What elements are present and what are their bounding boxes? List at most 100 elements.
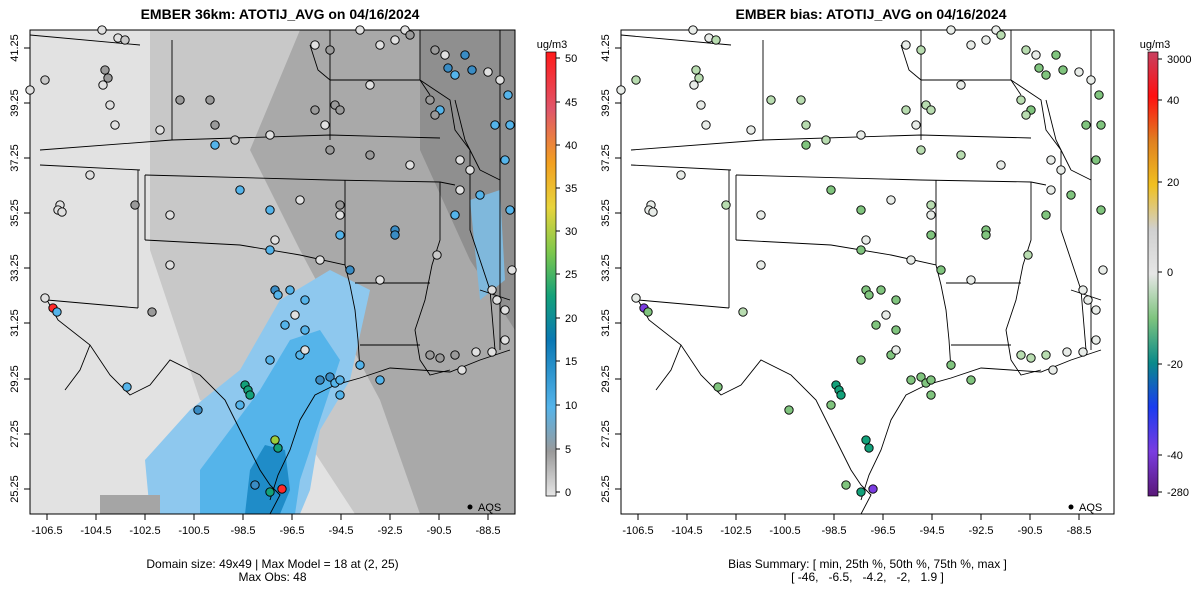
colorbar-tick-label: 40: [1167, 95, 1179, 107]
station-marker: [245, 390, 255, 400]
station-marker: [956, 150, 966, 160]
station-marker: [273, 443, 283, 453]
station-marker: [966, 275, 976, 285]
state-border-line: [1010, 359, 1042, 376]
station-marker: [1016, 350, 1026, 360]
aqs-legend-dot: [467, 504, 473, 510]
station-marker: [916, 372, 926, 382]
station-marker: [277, 484, 287, 494]
station-marker: [1041, 350, 1051, 360]
station-marker: [435, 353, 445, 363]
station-marker: [1091, 155, 1101, 165]
axes: -106.5 -104.5 -102.5 -100.5 -98.5 -96.5 -94.5 -…: [9, 34, 501, 537]
colorbar-tick-label: 40: [565, 140, 577, 152]
state-border-line: [637, 299, 872, 514]
field-blue-east: [470, 190, 505, 300]
y-tick-label: 25.25: [600, 475, 612, 503]
station-marker: [826, 185, 836, 195]
station-marker: [175, 95, 185, 105]
station-marker: [147, 307, 157, 317]
station-marker: [265, 487, 275, 497]
station-marker: [856, 487, 866, 497]
station-marker: [901, 40, 911, 50]
station-marker: [230, 135, 240, 145]
station-marker: [483, 67, 493, 77]
station-marker: [1086, 75, 1096, 85]
station-marker: [500, 305, 510, 315]
station-marker: [981, 230, 991, 240]
station-marker: [738, 307, 748, 317]
station-marker: [1091, 335, 1101, 345]
station-marker: [130, 200, 140, 210]
state-border-line: [144, 230, 346, 266]
station-marker: [320, 120, 330, 130]
station-marker: [1066, 190, 1076, 200]
colorbar-tick-label: 15: [565, 356, 577, 368]
state-border-line: [630, 134, 1032, 151]
station-marker: [1098, 265, 1108, 275]
state-border-line: [735, 230, 937, 266]
aqs-legend-label: AQS: [478, 502, 501, 514]
station-marker: [52, 307, 62, 317]
state-border-line: [479, 289, 511, 301]
station-marker: [1091, 305, 1101, 315]
station-marker: [505, 120, 515, 130]
station-marker: [694, 73, 704, 83]
colorbar-tick-label: -280: [1167, 487, 1189, 499]
colorbar-tick-label: 20: [565, 313, 577, 325]
colorbar-tick-label: 10: [565, 400, 577, 412]
station-marker: [325, 145, 335, 155]
colorbar-unit: ug/m3: [537, 39, 568, 51]
station-marker: [1031, 50, 1041, 60]
x-tick-label: -92.5: [968, 525, 993, 537]
station-marker: [856, 245, 866, 255]
station-marker: [455, 155, 465, 165]
station-marker: [443, 63, 453, 73]
station-marker: [475, 190, 485, 200]
left-caption-line1: Domain size: 49x49 | Max Model = 18 at (…: [146, 557, 399, 571]
station-marker: [300, 345, 310, 355]
station-marker: [876, 285, 886, 295]
station-marker: [856, 355, 866, 365]
state-border-line: [309, 44, 331, 81]
station-marker: [826, 400, 836, 410]
station-marker: [495, 75, 505, 85]
station-marker: [100, 65, 110, 75]
y-tick-label: 29.25: [600, 365, 612, 393]
station-marker: [856, 205, 866, 215]
station-marker: [155, 125, 165, 135]
right-panel-title: EMBER bias: ATOTIJ_AVG on 04/16/2024: [735, 6, 1007, 22]
station-marker: [405, 160, 415, 170]
station-marker: [335, 200, 345, 210]
station-marker: [467, 65, 477, 75]
station-marker: [405, 30, 415, 40]
station-marker: [300, 325, 310, 335]
station-marker: [856, 130, 866, 140]
station-marker: [450, 350, 460, 360]
station-marker: [688, 25, 698, 35]
colorbar-tick-label: 25: [565, 269, 577, 281]
station-marker: [1021, 110, 1031, 120]
state-border-line: [344, 264, 361, 371]
colorbar-tick-label: 35: [565, 183, 577, 195]
x-tick-label: -106.5: [622, 525, 653, 537]
station-marker: [801, 140, 811, 150]
station-marker: [40, 293, 50, 303]
station-marker: [430, 110, 440, 120]
state-borders: [621, 30, 1102, 514]
state-border-line: [30, 34, 141, 46]
station-marker: [1023, 250, 1033, 260]
y-tick-label: 25.25: [9, 475, 21, 503]
station-marker: [713, 382, 723, 392]
station-marker: [25, 85, 35, 95]
colorbar-tick-label: 30: [565, 226, 577, 238]
state-border-line: [269, 349, 511, 501]
state-border-line: [1005, 182, 1032, 361]
station-marker: [335, 375, 345, 385]
station-marker: [85, 170, 95, 180]
left-caption-line2: Max Obs: 48: [238, 570, 307, 584]
y-tick-label: 31.25: [9, 309, 21, 337]
station-marker: [1081, 120, 1091, 130]
x-tick-label: -98.5: [230, 525, 255, 537]
station-marker: [868, 484, 878, 494]
